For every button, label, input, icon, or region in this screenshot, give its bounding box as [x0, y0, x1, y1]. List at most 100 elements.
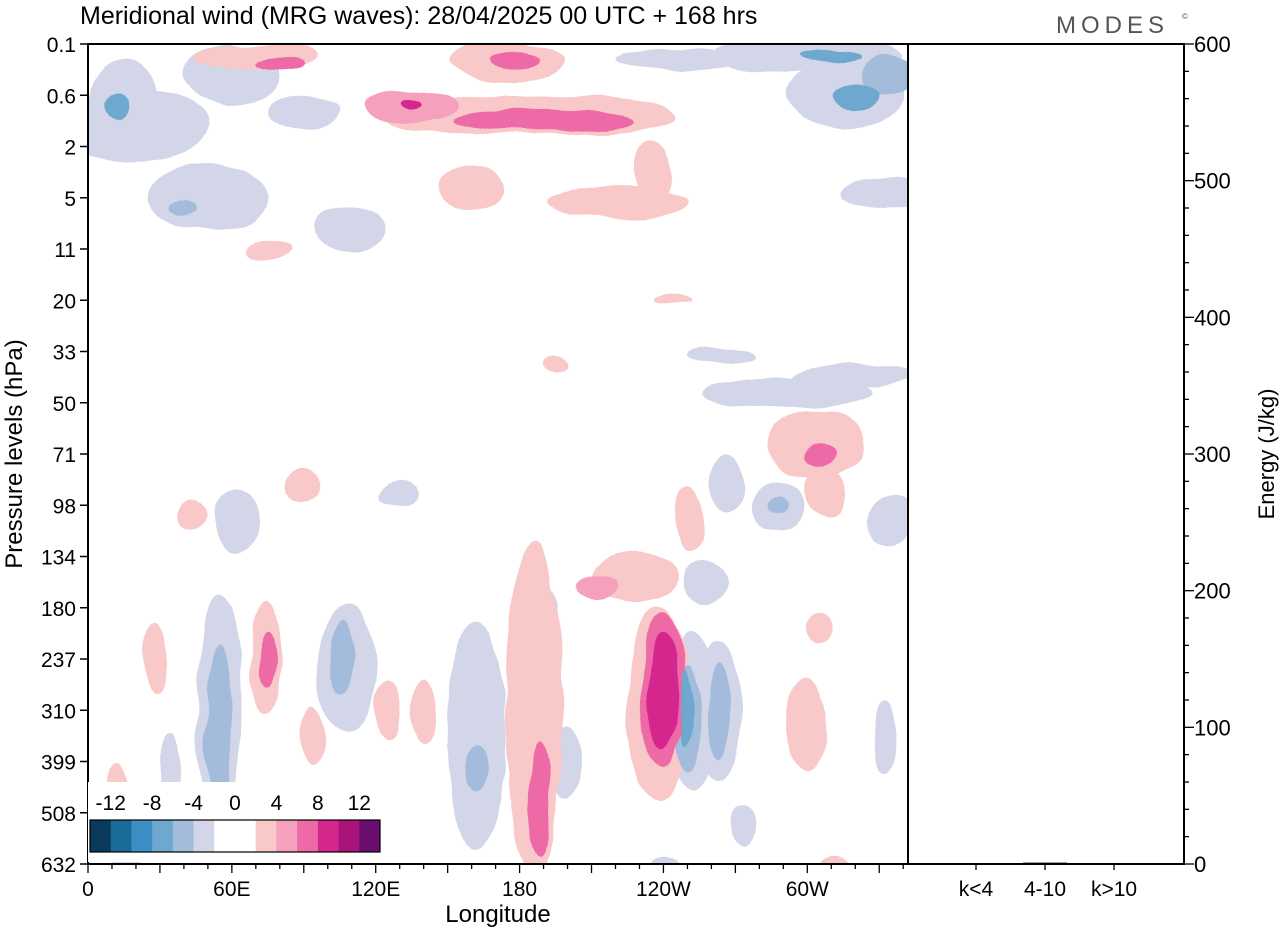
contour-cell [255, 58, 304, 71]
contour-cell [284, 466, 323, 503]
colorbar-swatch [131, 820, 153, 852]
pressure-tick-label: 310 [41, 700, 76, 723]
pressure-tick-label: 508 [41, 803, 76, 826]
contour-cell [464, 748, 489, 795]
pressure-tick-label: 33 [53, 342, 76, 365]
contour-cell [840, 177, 908, 208]
contour-cell [804, 443, 839, 465]
colorbar-swatch [338, 820, 360, 852]
energy-axis: 0 100 200 300 400 500 600 [1184, 32, 1231, 877]
energy-bar [1023, 862, 1067, 864]
colorbar-swatch [276, 820, 298, 852]
contour-cell [768, 410, 865, 478]
contour-cell [632, 141, 671, 203]
energy-tick-label: 300 [1194, 442, 1231, 467]
longitude-tick-label: 120E [351, 878, 400, 901]
energy-tick-label: 100 [1194, 715, 1231, 740]
colorbar-swatch [255, 820, 277, 852]
brand-mark: © [1182, 12, 1188, 21]
contour-cell [708, 456, 743, 513]
colorbar-label: 4 [271, 792, 283, 815]
colorbar-label: 12 [348, 792, 371, 815]
contour-cell [318, 205, 386, 252]
pressure-tick-label: 11 [54, 239, 76, 262]
longitude-tick-label: 180 [502, 878, 537, 901]
contour-cell [802, 51, 861, 62]
pressure-tick-label: 0.6 [47, 85, 76, 108]
colorbar-swatch [110, 820, 132, 852]
contour-cell [452, 109, 635, 133]
colorbar-swatch [359, 820, 381, 852]
colorbar-swatch [172, 820, 195, 852]
longitude-tick-label: 0 [82, 878, 94, 901]
colorbar-label: -8 [143, 792, 162, 815]
energy-categories: k<4 4-10 k>10 [959, 864, 1137, 901]
contour-cell [766, 496, 791, 515]
contour-cell [788, 676, 827, 775]
pressure-tick-label: 237 [41, 649, 76, 672]
contour-cell [298, 705, 323, 767]
contour-cell [411, 679, 436, 741]
contour-cell [649, 630, 678, 749]
contour-cell [104, 92, 129, 119]
contour-cell [807, 464, 846, 516]
pressure-tick-label: 180 [41, 598, 76, 621]
contour-cell [447, 620, 506, 852]
contour-cell [373, 679, 403, 741]
contour-cell [143, 623, 168, 695]
colorbar-swatch [297, 820, 319, 852]
colorbar-swatch [317, 820, 340, 852]
contour-cell [577, 574, 616, 601]
contour-cell [867, 495, 908, 547]
colorbar-label: -4 [184, 792, 203, 815]
contour-cell [330, 620, 355, 698]
contour-cell [440, 164, 503, 211]
energy-category-label: k>10 [1091, 878, 1137, 901]
contour-cell [819, 856, 844, 864]
x-axis-label: Longitude [445, 901, 550, 928]
pressure-tick-label: 632 [41, 854, 76, 877]
colorbar-label: 8 [312, 792, 324, 815]
contour-cell [90, 59, 158, 132]
colorbar-swatch [90, 820, 112, 852]
colorbar-label: -12 [96, 792, 126, 815]
contour-cell [685, 348, 753, 365]
brand-logo: MODES [1056, 12, 1169, 39]
y-axis-label: Pressure levels (hPa) [1, 339, 28, 568]
colorbar-swatch [214, 820, 236, 852]
contour-cell [207, 641, 232, 821]
energy-panel-frame [907, 43, 1185, 865]
contour-cell [399, 97, 424, 109]
contour-cell [649, 853, 678, 864]
energy-tick-label: 200 [1194, 579, 1231, 604]
pressure-tick-label: 134 [41, 547, 76, 570]
contour-cell [656, 295, 695, 306]
longitude-tick-label: 120W [636, 878, 691, 901]
colorbar-swatch [235, 820, 257, 852]
contour-cell [380, 482, 419, 508]
contour-cell [673, 487, 702, 554]
pressure-tick-label: 2 [64, 137, 76, 160]
energy-category-label: k<4 [959, 878, 994, 901]
contour-cell [730, 807, 755, 849]
contour-cell [682, 561, 731, 603]
contour-cell [872, 697, 897, 775]
energy-tick-label: 500 [1194, 169, 1231, 194]
pressure-tick-label: 71 [53, 444, 76, 467]
contour-cell [831, 82, 880, 109]
contour-cell [541, 359, 570, 375]
contour-cell [860, 54, 908, 96]
contour-cell [706, 661, 731, 759]
pressure-axis: 0.1 0.6 2 5 11 20 33 50 71 98 134 180 237 310 399 508 63… [41, 34, 88, 877]
contour-cell [804, 612, 834, 644]
colorbar-swatch [152, 820, 174, 852]
contour-cell [679, 671, 692, 749]
longitude-tick-label: 60E [213, 878, 250, 901]
contour-cell [790, 366, 908, 388]
colorbar-border [89, 819, 381, 853]
pressure-tick-label: 0.1 [47, 34, 76, 57]
pressure-tick-label: 98 [53, 495, 76, 518]
colorbar-label: 0 [229, 792, 241, 815]
energy-tick-label: 0 [1194, 852, 1206, 877]
